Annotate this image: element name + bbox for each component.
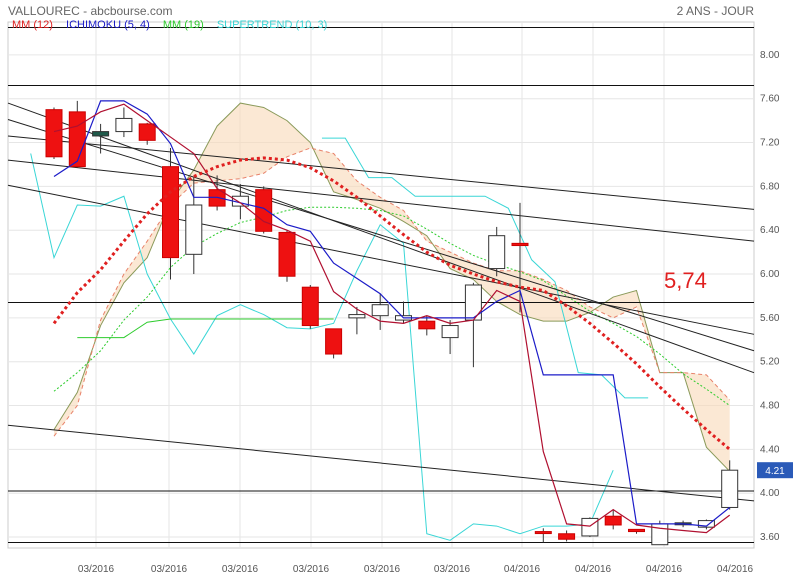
- y-tick-label: 7.20: [760, 138, 780, 149]
- candle-body: [581, 517, 599, 537]
- last-price-label: 4.21: [765, 466, 785, 477]
- candle-body: [255, 189, 273, 232]
- y-tick-label: 4.80: [760, 401, 780, 412]
- legend: MM (12) ICHIMOKU (5, 4) MM (19) SUPERTRE…: [12, 19, 337, 31]
- candle-body: [511, 242, 529, 247]
- candle-body: [604, 515, 622, 526]
- candle-body: [138, 123, 156, 141]
- chart-title: VALLOUREC - abcbourse.com: [8, 4, 173, 18]
- y-tick-label: 6.40: [760, 225, 780, 236]
- candle-body: [697, 520, 715, 528]
- trend-line: [7, 135, 755, 210]
- x-tick-label: 03/2016: [293, 564, 330, 575]
- y-tick-label: 4.00: [760, 488, 780, 499]
- x-tick-label: 04/2016: [575, 564, 612, 575]
- trend-line: [7, 184, 755, 335]
- candle-body: [185, 204, 203, 255]
- senkou-span-b-line: [53, 147, 731, 437]
- x-tick-label: 03/2016: [222, 564, 259, 575]
- candle-body: [441, 325, 459, 339]
- y-tick-label: 5.60: [760, 313, 780, 324]
- trend-line: [7, 119, 755, 352]
- candle-body: [628, 528, 645, 533]
- legend-supertrend: SUPERTREND (10, 3): [216, 19, 328, 31]
- candle-body: [325, 328, 343, 355]
- candle-body: [92, 131, 110, 137]
- mm12-line: [52, 156, 731, 451]
- candle-body: [488, 235, 506, 270]
- candle-body: [68, 111, 86, 168]
- x-tick-label: 04/2016: [717, 564, 754, 575]
- y-tick-label: 3.60: [760, 532, 780, 543]
- supertrend-upper-line: [321, 137, 649, 399]
- mm19-line: [53, 206, 730, 406]
- price-annotation: 5,74: [664, 268, 707, 293]
- mm19-flat-line: [77, 318, 334, 339]
- x-tick-label: 03/2016: [151, 564, 188, 575]
- y-tick-label: 5.20: [760, 357, 780, 368]
- y-tick-label: 4.40: [760, 444, 780, 455]
- y-tick-label: 7.60: [760, 94, 780, 105]
- candle-body: [301, 286, 319, 327]
- legend-mm19: MM (19): [162, 19, 204, 31]
- x-tick-label: 03/2016: [364, 564, 401, 575]
- trend-line: [7, 424, 755, 502]
- candle-body: [115, 117, 133, 133]
- last-price-tag: [757, 462, 793, 479]
- trend-line: [7, 159, 755, 242]
- x-tick-label: 04/2016: [504, 564, 541, 575]
- ichimoku-kijun-line: [53, 103, 731, 534]
- candle-body: [464, 284, 482, 321]
- plot-frame: [7, 21, 755, 549]
- supertrend-line: [30, 153, 614, 541]
- candle-body: [371, 304, 389, 317]
- x-tick-label: 04/2016: [646, 564, 683, 575]
- period-label: 2 ANS - JOUR: [676, 4, 754, 18]
- y-tick-label: 6.00: [760, 269, 780, 280]
- candle-body: [721, 469, 739, 508]
- candle-body: [162, 166, 179, 259]
- ichimoku-tenkan-line: [53, 100, 731, 527]
- y-tick-label: 6.80: [760, 181, 780, 192]
- y-tick-label: 8.00: [760, 50, 780, 61]
- candle-body: [558, 533, 576, 540]
- candle-body: [418, 320, 436, 330]
- legend-ichimoku: ICHIMOKU (5, 4): [66, 19, 150, 31]
- candle-body: [534, 531, 552, 535]
- candle-body: [348, 314, 366, 319]
- trend-line: [7, 102, 755, 374]
- x-tick-label: 03/2016: [78, 564, 115, 575]
- legend-mm12: MM (12): [12, 19, 53, 31]
- candle-body: [278, 231, 296, 277]
- candle-body: [45, 109, 63, 158]
- x-tick-label: 03/2016: [434, 564, 471, 575]
